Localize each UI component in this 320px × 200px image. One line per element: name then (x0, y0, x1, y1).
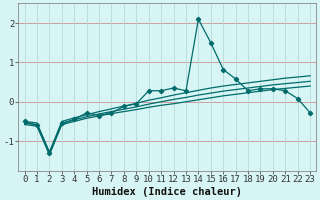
X-axis label: Humidex (Indice chaleur): Humidex (Indice chaleur) (92, 186, 242, 197)
